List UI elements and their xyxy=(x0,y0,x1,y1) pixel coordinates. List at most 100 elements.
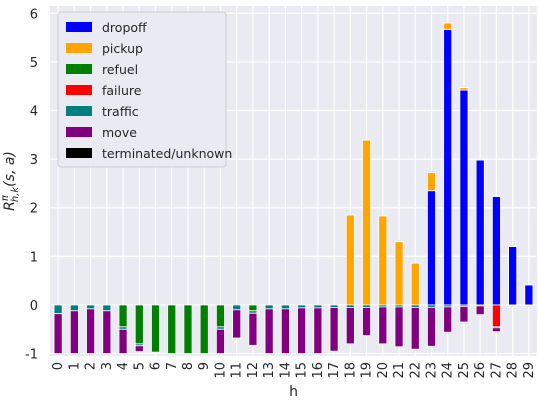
bar-segment xyxy=(102,304,112,312)
bar-segment xyxy=(280,304,290,310)
bar-segment xyxy=(345,214,355,306)
bars xyxy=(53,22,534,354)
bar-segment xyxy=(475,159,485,306)
legend-label: dropoff xyxy=(102,20,147,35)
bar-segment xyxy=(297,304,307,309)
bar-segment xyxy=(459,306,469,323)
x-tick-label: 10 xyxy=(213,362,228,379)
y-tick-label: 2 xyxy=(30,202,38,217)
bar-segment xyxy=(410,262,420,306)
legend-label: pickup xyxy=(102,41,143,56)
legend-label: refuel xyxy=(102,62,138,77)
x-tick-label: 27 xyxy=(489,362,504,379)
bar-segment xyxy=(491,304,501,328)
x-tick-label: 3 xyxy=(100,362,115,370)
bar-segment xyxy=(199,304,209,354)
legend-swatch xyxy=(66,148,92,158)
x-tick-label: 8 xyxy=(181,362,196,370)
bar-segment xyxy=(86,304,96,310)
y-tick-labels: -1 0 1 2 3 4 5 6 xyxy=(25,7,38,362)
x-tick-label: 4 xyxy=(116,362,131,370)
bar-segment xyxy=(248,304,258,312)
x-tick-label: 22 xyxy=(408,362,423,379)
bar-segment xyxy=(313,307,323,354)
bar-segment xyxy=(508,246,518,306)
bar-segment xyxy=(215,304,225,328)
bar-segment xyxy=(362,139,372,306)
legend-swatch xyxy=(66,85,92,95)
x-tick-label: 19 xyxy=(360,362,375,379)
bar-segment xyxy=(151,304,160,353)
bar-segment xyxy=(427,172,436,192)
bar-segment xyxy=(491,196,501,306)
bar-segment xyxy=(69,310,79,354)
bar-segment xyxy=(248,312,258,346)
bar-segment xyxy=(264,308,274,354)
bar-segment xyxy=(280,308,290,354)
bar-segment xyxy=(443,306,453,333)
x-tick-label: 18 xyxy=(343,362,358,379)
bar-segment xyxy=(491,327,501,333)
legend-swatch xyxy=(66,64,92,74)
bar-segment xyxy=(524,284,534,306)
bar-segment xyxy=(102,310,112,354)
bar-segment xyxy=(53,304,63,315)
bar-segment xyxy=(345,306,355,345)
bar-segment xyxy=(134,345,144,353)
legend-swatch xyxy=(66,106,92,116)
bar-segment xyxy=(443,28,453,306)
y-tick-label: 5 xyxy=(30,56,38,71)
bar-segment xyxy=(443,22,453,30)
bar-segment xyxy=(378,215,388,306)
bar-segment xyxy=(394,241,404,306)
legend-swatch xyxy=(66,43,92,53)
bar-segment xyxy=(459,87,469,91)
x-tick-label: 23 xyxy=(424,362,439,379)
x-tick-label: 11 xyxy=(230,362,245,379)
x-tick-label: 17 xyxy=(327,362,342,379)
x-tick-label: 15 xyxy=(295,362,310,379)
bar-segment xyxy=(508,305,518,307)
bar-segment xyxy=(362,306,372,336)
bar-segment xyxy=(118,328,128,354)
x-tick-label: 7 xyxy=(165,362,180,370)
y-tick-label: 3 xyxy=(30,153,38,168)
legend-label: terminated/unknown xyxy=(102,146,232,161)
x-tick-label: 21 xyxy=(392,362,407,379)
bar-segment xyxy=(232,304,242,311)
y-tick-label: 1 xyxy=(30,250,38,265)
x-tick-label: 16 xyxy=(311,362,326,379)
x-tick-label: 13 xyxy=(262,362,277,379)
x-tick-label: 5 xyxy=(132,362,147,370)
legend-label: traffic xyxy=(102,104,139,119)
bar-segment xyxy=(427,306,436,347)
bar-segment xyxy=(329,306,339,352)
x-tick-label: 28 xyxy=(506,362,521,379)
x-tick-label: 24 xyxy=(441,362,456,379)
x-tick-label: 25 xyxy=(457,362,472,379)
bar-segment xyxy=(459,89,469,306)
bar-segment xyxy=(524,304,534,306)
bar-segment xyxy=(134,304,144,345)
bar-segment xyxy=(297,307,307,354)
y-tick-label: 6 xyxy=(30,7,38,22)
bar-segment xyxy=(118,304,128,328)
x-tick-label: 26 xyxy=(473,362,488,379)
legend-label: failure xyxy=(102,83,142,98)
x-tick-label: 20 xyxy=(376,362,391,379)
bar-segment xyxy=(69,304,79,312)
bar-segment xyxy=(410,306,420,350)
x-axis-title: h xyxy=(289,384,298,400)
x-tick-label: 1 xyxy=(67,362,82,370)
y-tick-label: -1 xyxy=(25,348,38,363)
x-tick-label: 0 xyxy=(51,362,66,370)
x-tick-label: 12 xyxy=(246,362,261,379)
y-axis-title-text: Rπh,k(s, a) xyxy=(0,151,21,211)
x-tick-labels: 0 1 2 3 4 5 6 7 8 9 10 11 12 13 14 15 16 17 18 19 20 21 22 23 24… xyxy=(51,362,537,379)
legend-label: move xyxy=(102,125,137,140)
bar-segment xyxy=(394,306,404,348)
bar-segment xyxy=(313,304,323,309)
bar-segment xyxy=(427,190,436,306)
y-axis-title: Rπh,k(s, a) xyxy=(0,151,21,211)
